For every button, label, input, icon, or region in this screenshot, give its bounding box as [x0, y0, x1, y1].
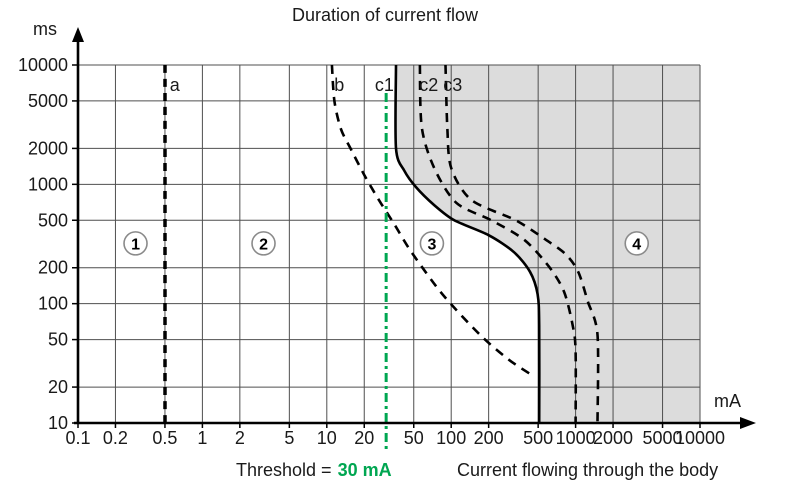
y-tick-label: 10000: [18, 55, 68, 75]
y-tick-label: 100: [38, 294, 68, 314]
threshold-label: Threshold =: [236, 460, 332, 480]
curve-c1: [394, 64, 541, 424]
x-tick-label: 50: [404, 428, 424, 448]
y-tick-label: 2000: [28, 138, 68, 158]
y-tick-label: 50: [48, 330, 68, 350]
curve-c2: [418, 64, 578, 424]
x-axis-unit-label: mA: [714, 391, 741, 411]
x-tick-label: 10: [317, 428, 337, 448]
y-axis-unit-label: ms: [33, 19, 57, 39]
x-tick-label: 2000: [593, 428, 633, 448]
x-tick-label: 5: [284, 428, 294, 448]
x-tick-label: 10000: [675, 428, 725, 448]
x-tick-label: 100: [436, 428, 466, 448]
x-tick-label: 20: [354, 428, 374, 448]
x-tick-label: 1: [197, 428, 207, 448]
x-tick-label: 200: [474, 428, 504, 448]
y-tick-label: 1000: [28, 174, 68, 194]
y-tick-label: 20: [48, 377, 68, 397]
curve-label-c2: c2: [419, 75, 438, 95]
shaded-zone-4-region: [395, 65, 700, 423]
zone-circle-2: [251, 231, 276, 256]
y-tick-label: 5000: [28, 91, 68, 111]
threshold-caption: Threshold = 30 mA: [236, 460, 392, 481]
curve-label-a: a: [170, 75, 181, 95]
y-tick-label: 500: [38, 210, 68, 230]
x-tick-label: 0.2: [103, 428, 128, 448]
zone-circle-4: [624, 231, 650, 256]
y-tick-label: 10: [48, 413, 68, 433]
x-tick-label: 5000: [643, 428, 683, 448]
threshold-value: 30 mA: [337, 460, 392, 480]
zone-number-4: 4: [632, 236, 641, 253]
zone-circle-1: [123, 231, 148, 256]
y-tick-label: 200: [38, 258, 68, 278]
x-tick-label: 0.1: [65, 428, 90, 448]
curve-label-c1: c1: [375, 75, 394, 95]
x-axis-arrowhead: [740, 417, 756, 429]
x-axis-caption: Current flowing through the body: [457, 460, 719, 480]
zone-number-2: 2: [259, 236, 268, 253]
zone-number-3: 3: [427, 236, 436, 253]
zone-circle-3: [419, 231, 445, 256]
curve-c3: [444, 64, 600, 424]
x-tick-label: 0.5: [152, 428, 177, 448]
zone-number-1: 1: [131, 236, 140, 253]
x-tick-label: 1000: [556, 428, 596, 448]
x-tick-label: 500: [523, 428, 553, 448]
curve-label-b: b: [334, 75, 344, 95]
chart-title: Duration of current flow: [291, 5, 479, 25]
x-tick-label: 2: [235, 428, 245, 448]
curve-label-c3: c3: [443, 75, 462, 95]
y-axis-arrowhead: [72, 27, 84, 42]
